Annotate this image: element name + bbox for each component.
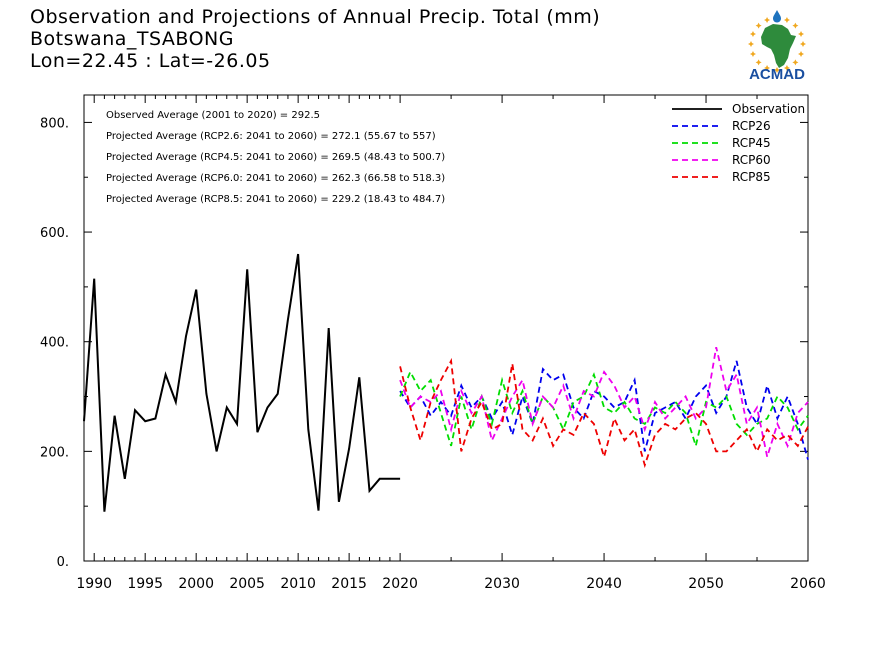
x-tick-label: 1990 (76, 576, 112, 592)
x-tick-label: 2000 (178, 576, 214, 592)
x-tick-label: 2015 (331, 576, 367, 592)
logo-star-icon (764, 16, 771, 23)
x-axis-labels: 1990 1995 2000 2005 2010 2015 2020 2030 2040 2050… (76, 576, 825, 592)
legend-label: Observation (732, 102, 805, 116)
logo-star-icon (792, 22, 799, 29)
series-line-rcp60 (399, 346, 809, 458)
x-tick-label: 2030 (484, 576, 520, 592)
logo-star-icon (783, 16, 790, 23)
stat-line-rcp26: Projected Average (RCP2.6: 2041 to 2060)… (106, 131, 436, 142)
chart-title: Observation and Projections of Annual Pr… (30, 6, 600, 72)
logo-star-icon (800, 41, 806, 47)
logo-star-icon (798, 31, 805, 38)
logo-star-icon (774, 67, 780, 73)
stat-line-observed: Observed Average (2001 to 2020) = 292.5 (106, 110, 320, 121)
stat-line-rcp45: Projected Average (RCP4.5: 2041 to 2060)… (106, 152, 445, 163)
y-tick-label: 200. (40, 445, 69, 460)
x-tick-label: 1995 (127, 576, 163, 592)
water-drop-icon (773, 10, 781, 23)
series-line-rcp26 (399, 360, 809, 460)
y-tick-label: 0. (57, 555, 69, 570)
x-tick-label: 2005 (229, 576, 265, 592)
logo-star-icon (749, 50, 756, 57)
stat-line-rcp85: Projected Average (RCP8.5: 2041 to 2060)… (106, 194, 445, 205)
logo-star-icon (792, 59, 799, 66)
y-tick-label: 400. (40, 336, 69, 351)
x-tick-label: 2050 (688, 576, 724, 592)
x-tick-label: 2060 (790, 576, 826, 592)
series-line-observation (83, 253, 401, 512)
x-tick-label: 2020 (382, 576, 418, 592)
series-lines (83, 253, 809, 512)
y-tick-label: 600. (40, 226, 69, 241)
legend: Observation RCP26 RCP45 RCP60 RCP85 (672, 102, 805, 184)
legend-label: RCP26 (732, 119, 771, 133)
title-line-3: Lon=22.45 : Lat=-26.05 (30, 50, 271, 72)
stat-line-rcp60: Projected Average (RCP6.0: 2041 to 2060)… (106, 173, 445, 184)
logo-star-icon (755, 22, 762, 29)
legend-label: RCP45 (732, 136, 771, 150)
acmad-logo: ACMAD (748, 10, 806, 83)
x-tick-label: 2040 (586, 576, 622, 592)
series-line-rcp45 (399, 369, 809, 450)
y-axis-labels: 0. 200. 400. 600. 800. (40, 116, 69, 570)
logo-star-icon (755, 59, 762, 66)
series-line-rcp85 (399, 357, 809, 469)
title-line-2: Botswana_TSABONG (30, 28, 234, 50)
stats-box: Observed Average (2001 to 2020) = 292.5 … (106, 110, 445, 205)
logo-star-icon (764, 65, 771, 72)
legend-label: RCP60 (732, 153, 771, 167)
logo-star-icon (749, 31, 756, 38)
logo-text: ACMAD (749, 66, 805, 83)
title-line-1: Observation and Projections of Annual Pr… (30, 6, 601, 28)
africa-icon (761, 24, 796, 68)
logo-star-icon (798, 50, 805, 57)
axis-ticks (84, 95, 809, 562)
legend-label: RCP85 (732, 170, 771, 184)
plot-frame (83, 94, 809, 562)
logo-star-icon (748, 41, 754, 47)
y-tick-label: 800. (40, 116, 69, 131)
x-tick-label: 2010 (280, 576, 316, 592)
logo-star-icon (783, 65, 790, 72)
